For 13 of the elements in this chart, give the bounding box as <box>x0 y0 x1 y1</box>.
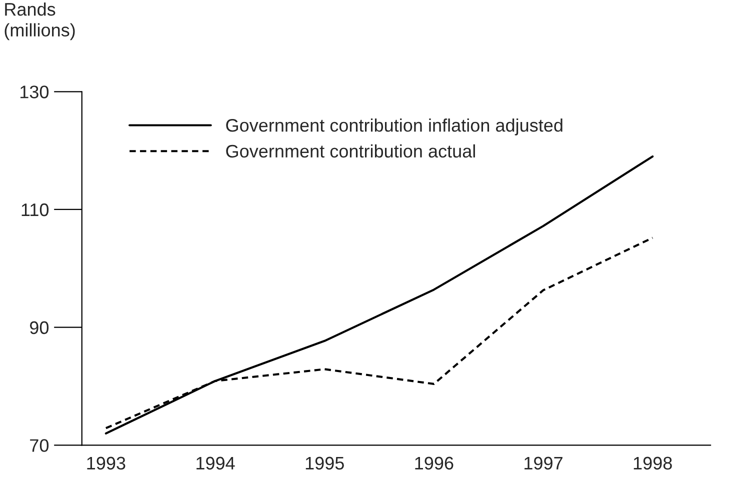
x-tick-label: 1995 <box>306 456 344 470</box>
x-tick-label: 1994 <box>196 456 235 470</box>
legend-label: Government contribution inflation adjusted <box>226 118 562 136</box>
legend-label: Government contribution actual <box>226 144 475 158</box>
y-tick-label: 90 <box>30 321 49 334</box>
y-axis-title: Rands (millions) <box>4 2 75 40</box>
y-tick-label: 110 <box>22 203 49 216</box>
x-tick-label: 1998 <box>634 456 672 470</box>
x-tick-label: 1993 <box>87 456 126 470</box>
x-tick-label: 1997 <box>524 456 562 470</box>
y-tick-label: 130 <box>20 86 49 98</box>
y-tick-label: 70 <box>30 439 49 452</box>
x-tick-label: 1996 <box>415 456 454 470</box>
